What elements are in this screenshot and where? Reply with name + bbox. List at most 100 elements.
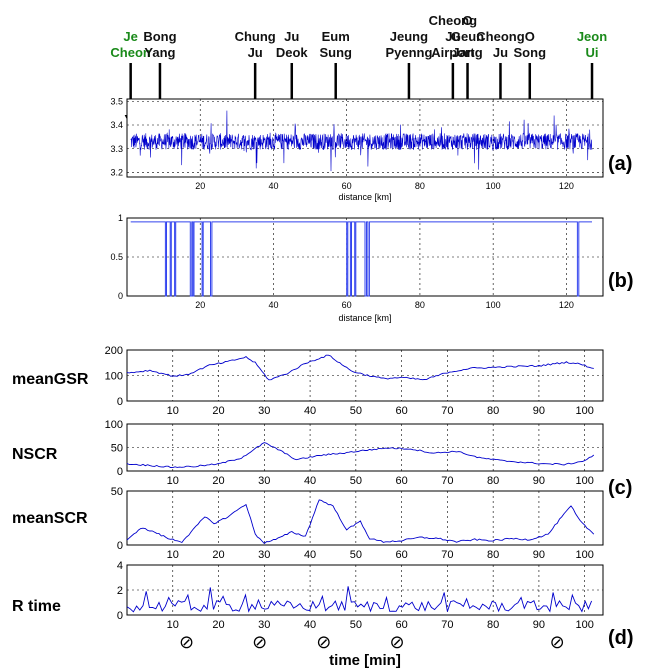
station-label-7: Jang [452, 45, 482, 60]
x-tick-label: 10 [167, 549, 179, 561]
x-tick-label: 80 [487, 405, 499, 417]
series-line-Rtime [126, 586, 593, 613]
station-label-7: Geun [451, 29, 484, 44]
y-tick-label: 3.3 [110, 144, 123, 154]
station-label-1: Yang [144, 45, 175, 60]
station-label-6: Ju [445, 29, 460, 44]
x-axis-label: distance [km] [338, 192, 391, 202]
x-tick-label: 40 [304, 619, 316, 631]
station-label-7: O [462, 13, 472, 28]
panel-label-c: (c) [608, 477, 632, 499]
x-tick-label: 40 [304, 405, 316, 417]
y-tick-label: 50 [111, 442, 123, 454]
event-symbol: ⊘ [550, 632, 565, 652]
x-tick-label: 120 [559, 300, 574, 310]
x-tick-label: 30 [258, 619, 270, 631]
x-tick-label: 40 [268, 300, 278, 310]
x-tick-label: 60 [342, 181, 352, 191]
x-tick-label: 70 [441, 475, 453, 487]
station-label-3: Deok [276, 45, 309, 60]
station-label-9: Song [514, 45, 547, 60]
x-tick-label: 20 [212, 475, 224, 487]
x-tick-label: 70 [441, 619, 453, 631]
station-label-2: Ju [248, 45, 263, 60]
x-tick-label: 30 [258, 549, 270, 561]
x-tick-label: 100 [576, 619, 594, 631]
series-line-meanGSR [126, 354, 594, 381]
series-line-meanSCR [126, 499, 595, 545]
y-tick-label: 100 [105, 419, 123, 431]
station-label-0: Je [123, 29, 137, 44]
station-label-3: Ju [284, 29, 299, 44]
station-label-6: Airport [431, 45, 475, 60]
y-tick-label: 50 [111, 486, 123, 498]
y-tick-label: 0 [117, 396, 123, 408]
x-tick-label: 10 [167, 619, 179, 631]
x-tick-label: 60 [395, 475, 407, 487]
station-label-8: Cheong [476, 29, 524, 44]
x-tick-label: 20 [212, 619, 224, 631]
series-line-distance-signal [130, 110, 593, 172]
station-label-1: Bong [143, 29, 176, 44]
event-symbol: ⊘ [389, 632, 404, 652]
y-tick-label: 0.5 [110, 252, 123, 262]
x-tick-label: 120 [559, 181, 574, 191]
x-tick-label: 40 [268, 181, 278, 191]
panel-label-b: (b) [608, 270, 634, 292]
x-tick-label: 30 [258, 475, 270, 487]
x-tick-label: 100 [576, 549, 594, 561]
subplot-meanGSR: 10 20 30 40 50 60 70 80 90 100 0 100 200 meanGSR [12, 345, 604, 417]
x-tick-label: 60 [395, 549, 407, 561]
series-line-binary-signal [130, 221, 592, 297]
event-symbol: ⊘ [252, 632, 267, 652]
x-tick-label: 10 [167, 475, 179, 487]
y-tick-label: 200 [105, 345, 123, 357]
x-tick-label: 20 [212, 405, 224, 417]
x-tick-label: 50 [350, 549, 362, 561]
station-label-10: Ui [586, 45, 599, 60]
x-tick-label: 20 [195, 181, 205, 191]
x-tick-label: 100 [486, 300, 501, 310]
subplot-meanSCR: 10 20 30 40 50 60 70 80 90 100 0 50 meanSCR [12, 486, 604, 561]
x-tick-label: 80 [415, 181, 425, 191]
plot-frame [126, 490, 604, 546]
x-tick-label: 100 [576, 405, 594, 417]
x-tick-label: 20 [212, 549, 224, 561]
x-tick-label: 40 [304, 549, 316, 561]
x-tick-label: 70 [441, 405, 453, 417]
y-tick-label: 0 [117, 540, 123, 552]
x-tick-label: 90 [533, 549, 545, 561]
event-symbol: ⊘ [316, 632, 331, 652]
x-tick-label: 90 [533, 475, 545, 487]
station-label-0: Cheon [110, 45, 151, 60]
subplot-NSCR: 10 20 30 40 50 60 70 80 90 100 0 50 100 NSCR [12, 419, 604, 487]
x-tick-label: 60 [395, 619, 407, 631]
panel-b: 20 40 60 80 100 120 0 0.5 1 distance [km] [110, 213, 604, 323]
y-axis-label-meanSCR: meanSCR [12, 510, 88, 527]
x-tick-label: 80 [415, 300, 425, 310]
y-axis-label-meanGSR: meanGSR [12, 371, 89, 388]
station-label-5: Jeung [390, 29, 428, 44]
y-tick-label: 3.4 [110, 120, 123, 130]
x-tick-label: 20 [195, 300, 205, 310]
x-tick-label: 70 [441, 549, 453, 561]
station-label-6: Cheong [429, 13, 477, 28]
station-label-5: Pyenng [385, 45, 432, 60]
x-tick-label: 60 [342, 300, 352, 310]
panel-a: 20 40 60 80 100 120 3.2 3.3 3.4 3.5 distance [km] [110, 97, 604, 202]
x-tick-label: 90 [533, 405, 545, 417]
x-tick-label: 90 [533, 619, 545, 631]
x-tick-label: 60 [395, 405, 407, 417]
x-tick-label: 50 [350, 475, 362, 487]
y-tick-label: 2 [117, 585, 123, 597]
subplot-Rtime: 10 20 30 40 50 60 70 80 90 100 0 2 4 R time time [min]… [12, 560, 604, 668]
x-tick-label: 80 [487, 619, 499, 631]
x-axis-label-time: time [min] [329, 652, 401, 668]
station-label-10: Jeon [577, 29, 607, 44]
y-tick-label: 0 [118, 291, 123, 301]
panel-letters: (a) (b) (c) (d) [608, 153, 634, 649]
panel-label-a: (a) [608, 153, 632, 175]
event-symbol: ⊘ [179, 632, 194, 652]
